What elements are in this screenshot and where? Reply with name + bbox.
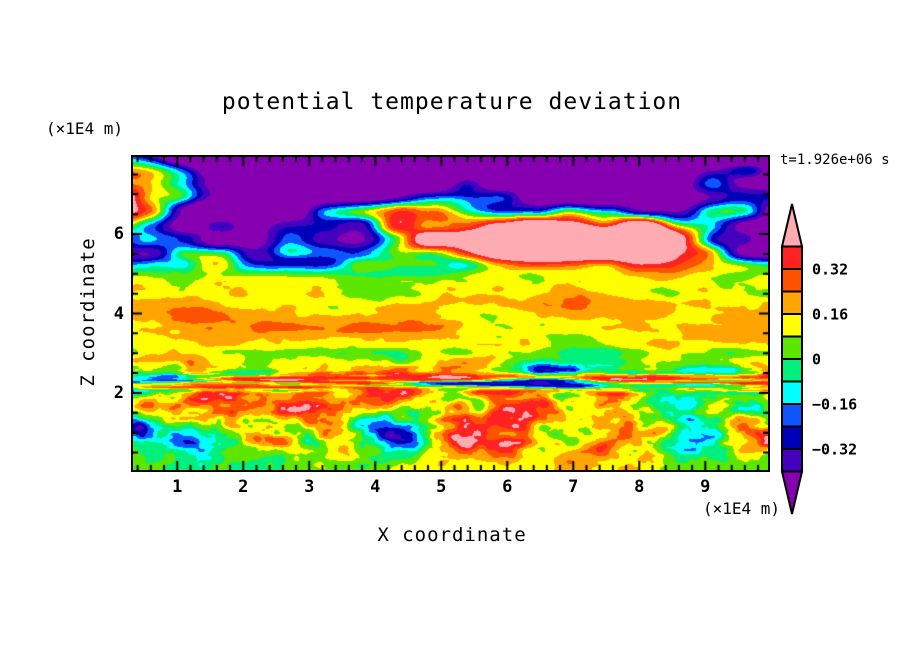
x-tick-label: 2	[238, 477, 249, 497]
colorbar-tick-label: −0.16	[812, 396, 857, 414]
x-tick-label: 4	[370, 477, 381, 497]
colorbar-cell	[781, 380, 803, 405]
y-axis-title: Z coordinate	[77, 237, 99, 387]
colorbar: 0.32 0.16 0 −0.16 −0.32	[770, 195, 904, 525]
colorbar-over-range-arrow	[780, 203, 804, 248]
x-tick-label: 8	[634, 477, 645, 497]
colorbar-cell	[781, 425, 803, 450]
colorbar-tick-label: 0.32	[812, 261, 848, 279]
contour-field-canvas	[133, 157, 768, 470]
colorbar-cell	[781, 313, 803, 338]
colorbar-cell	[781, 403, 803, 428]
x-tick-label: 5	[436, 477, 447, 497]
colorbar-tick-label: −0.32	[812, 441, 857, 459]
colorbar-cell	[781, 358, 803, 383]
colorbar-cell	[781, 245, 803, 270]
x-axis-title: X coordinate	[377, 524, 527, 546]
x-tick-label: 9	[700, 477, 711, 497]
y-axis-unit-label: (×1E4 m)	[46, 119, 124, 138]
x-tick-label: 3	[304, 477, 315, 497]
plot-area	[131, 155, 770, 472]
colorbar-cell	[781, 290, 803, 315]
time-annotation: t=1.926e+06 s	[780, 152, 890, 168]
x-tick-label: 1	[172, 477, 183, 497]
colorbar-under-range-arrow	[780, 470, 804, 515]
colorbar-tick-label: 0	[812, 351, 821, 369]
colorbar-cell	[781, 268, 803, 293]
colorbar-cell	[781, 335, 803, 360]
x-tick-label: 7	[568, 477, 579, 497]
x-tick-label: 6	[502, 477, 513, 497]
colorbar-svg: 0.32 0.16 0 −0.16 −0.32	[780, 203, 857, 515]
colorbar-cell	[781, 448, 803, 473]
x-axis-unit-label: (×1E4 m)	[702, 499, 780, 518]
plot-title: potential temperature deviation	[221, 89, 683, 115]
colorbar-tick-label: 0.16	[812, 306, 848, 324]
